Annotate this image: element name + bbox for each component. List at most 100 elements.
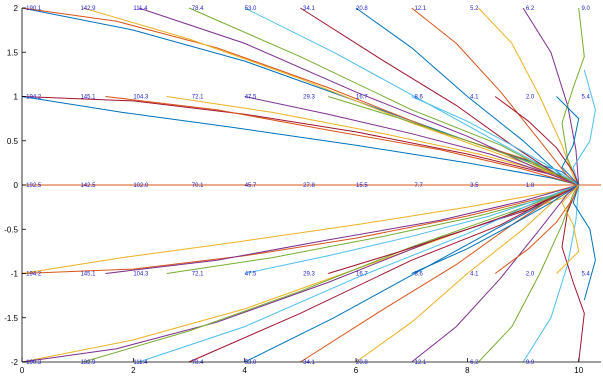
x-tick-label: 8 <box>465 366 470 375</box>
point-label: 192.5 <box>26 183 42 189</box>
point-label: 29.3 <box>303 272 315 278</box>
series-line <box>411 184 580 363</box>
point-label: 194.2 <box>26 95 42 101</box>
point-label: 29.3 <box>303 95 315 101</box>
point-label: 72.1 <box>192 95 204 101</box>
point-label: 5.4 <box>582 95 591 101</box>
point-label: 6.2 <box>526 6 535 12</box>
point-labels: 190.1 142.9 111.4 78.4 53.0 34.1 20.8 12.1 5.2 6.… <box>26 6 590 366</box>
series-line <box>355 7 579 186</box>
series-line <box>572 69 596 186</box>
series-line <box>561 184 585 363</box>
series-line <box>300 7 579 186</box>
series-line <box>411 7 580 186</box>
point-label: 78.4 <box>192 360 204 366</box>
point-label: 5.2 <box>470 6 479 12</box>
series-line <box>411 96 579 186</box>
point-label: 104.3 <box>133 272 149 278</box>
series-line <box>105 96 579 186</box>
point-label: 5.4 <box>582 272 591 278</box>
point-label: 111.4 <box>133 6 148 12</box>
point-label: 53.0 <box>245 360 257 366</box>
point-label: 1.8 <box>526 183 535 189</box>
series-line <box>328 184 579 274</box>
point-label: 8.6 <box>414 272 423 278</box>
y-tick-label: -1 <box>11 270 19 279</box>
point-label: 70.1 <box>192 183 204 189</box>
point-label: 12.1 <box>414 360 426 366</box>
point-label: 16.7 <box>356 95 368 101</box>
point-label: 9.9 <box>526 360 535 366</box>
series-line <box>244 96 579 186</box>
point-label: 132.9 <box>80 360 96 366</box>
point-label: 145.1 <box>80 95 96 101</box>
series-line <box>411 184 579 274</box>
point-label: 6.2 <box>470 360 479 366</box>
y-tick-label: 0.5 <box>7 137 19 146</box>
y-tick-label: 2 <box>14 4 19 13</box>
x-tick-label: 4 <box>242 366 247 375</box>
y-tick-label: -1.5 <box>4 314 18 323</box>
point-label: 3.5 <box>470 183 479 189</box>
point-label: 47.5 <box>245 272 257 278</box>
series-line <box>556 184 580 274</box>
point-label: 12.1 <box>414 6 426 12</box>
point-label: 16.7 <box>356 272 368 278</box>
point-label: 104.3 <box>133 95 149 101</box>
point-label: 142.9 <box>80 6 96 12</box>
point-label: 9.0 <box>582 6 591 12</box>
series-line <box>561 7 585 186</box>
series-line <box>478 184 580 363</box>
x-tick-label: 0 <box>20 366 25 375</box>
point-label: 72.1 <box>192 272 204 278</box>
point-label: 45.7 <box>245 183 257 189</box>
y-tick-label: -0.5 <box>4 225 18 234</box>
point-label: 34.1 <box>303 6 315 12</box>
series-line <box>355 184 579 363</box>
y-tick-label: 1.5 <box>7 48 19 57</box>
series-line <box>105 184 579 274</box>
point-label: 142.5 <box>80 183 96 189</box>
series-line <box>300 184 579 363</box>
point-label: 194.2 <box>26 272 42 278</box>
point-label: 2.0 <box>526 95 535 101</box>
point-label: 34.1 <box>303 360 315 366</box>
series-line <box>494 96 580 186</box>
x-tick-label: 2 <box>131 366 136 375</box>
point-label: 8.6 <box>414 95 423 101</box>
point-label: 20.8 <box>356 360 368 366</box>
point-label: 145.1 <box>80 272 96 278</box>
series-layer <box>21 7 601 363</box>
point-label: 47.5 <box>245 95 257 101</box>
point-label: 4.1 <box>470 272 479 278</box>
point-label: 20.8 <box>356 6 368 12</box>
point-label: 2.0 <box>526 272 535 278</box>
series-line <box>556 96 580 186</box>
point-label: 102.0 <box>133 183 149 189</box>
series-line <box>244 184 579 274</box>
point-label: 78.4 <box>192 6 204 12</box>
x-ticks: 0 2 4 6 8 10 <box>20 358 584 375</box>
series-line <box>21 184 579 274</box>
point-label: 15.5 <box>356 183 368 189</box>
point-label: 27.8 <box>303 183 315 189</box>
point-label: 111.4 <box>133 360 148 366</box>
y-ticks: -2 -1.5 -1 -0.5 0 0.5 1 1.5 2 <box>4 4 26 367</box>
x-tick-label: 10 <box>574 366 583 375</box>
x-tick-label: 6 <box>354 366 359 375</box>
series-line <box>166 184 579 274</box>
series-line <box>328 96 579 186</box>
y-tick-label: 1 <box>14 93 19 102</box>
point-label: 53.0 <box>245 6 257 12</box>
point-label: 190.1 <box>26 6 42 12</box>
series-line <box>494 184 580 274</box>
series-line <box>166 96 579 186</box>
series-line <box>478 7 580 186</box>
y-tick-label: 0 <box>14 181 19 190</box>
series-line <box>572 184 596 301</box>
series-line <box>21 96 579 186</box>
point-label: 190.3 <box>26 360 42 366</box>
y-tick-label: -2 <box>11 358 19 367</box>
point-label: 4.1 <box>470 95 479 101</box>
